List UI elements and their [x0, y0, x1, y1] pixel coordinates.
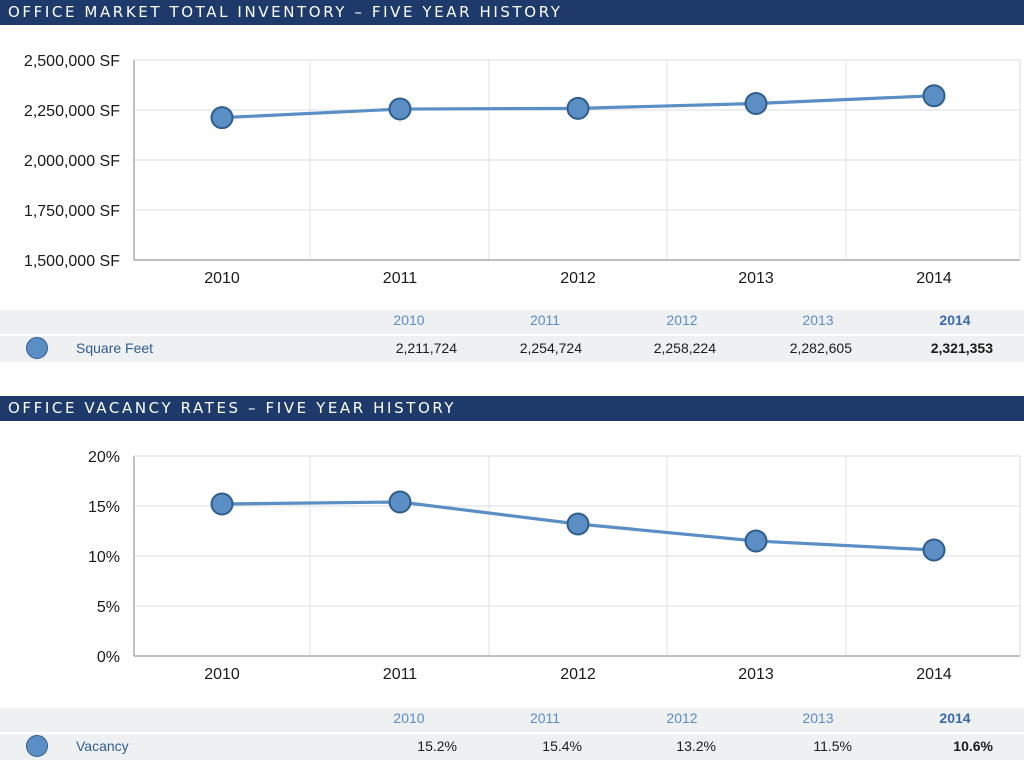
inventory-series-label: Square Feet	[76, 340, 154, 356]
inventory-ytick-label: 1,750,000 SF	[24, 203, 120, 220]
inventory-ytick-label: 2,250,000 SF	[24, 103, 120, 120]
vacancy-point-2014	[922, 538, 946, 562]
inventory-xtick-label: 2012	[560, 270, 596, 287]
vacancy-chart-svg: 20% 15% 10% 5% 0% 2010 2011 2012 2013 2014	[88, 449, 1021, 683]
vacancy-table-year-2012: 2012	[666, 710, 698, 726]
inventory-series-marker-icon	[26, 337, 48, 359]
inventory-ytick-label: 2,000,000 SF	[24, 153, 120, 170]
inventory-xtick-label: 2011	[383, 270, 418, 287]
vacancy-xtick-label: 2010	[204, 666, 240, 683]
inventory-data-table: 2010 2011 2012 2013 2014 Square Feet 2,211,7…	[0, 310, 1024, 362]
vacancy-ytick-label: 0%	[97, 649, 120, 666]
vacancy-table-value-2010: 15.2%	[417, 738, 457, 754]
vacancy-ytick-label: 5%	[97, 599, 120, 616]
inventory-table-year-2012: 2012	[666, 312, 698, 328]
vacancy-xtick-label: 2013	[738, 666, 774, 683]
inventory-banner: OFFICE MARKET TOTAL INVENTORY – FIVE YEA…	[0, 0, 1024, 25]
vacancy-table-header: 2010 2011 2012 2013 2014	[0, 708, 1024, 732]
inventory-ytick-label: 2,500,000 SF	[24, 53, 120, 70]
vacancy-point-2012	[566, 512, 590, 536]
vacancy-point-2011	[388, 490, 412, 514]
inventory-point-2012	[566, 96, 590, 120]
inventory-table-row: Square Feet 2,211,724 2,254,724 2,258,224 2…	[0, 336, 1024, 362]
inventory-chart: 2,500,000 SF 2,250,000 SF 2,000,000 SF 1,75…	[0, 25, 1024, 305]
inventory-point-2011	[388, 97, 412, 121]
vacancy-ytick-label: 15%	[88, 499, 120, 516]
inventory-table-year-2011: 2011	[529, 312, 561, 328]
vacancy-table-value-2011: 15.4%	[542, 738, 582, 754]
vacancy-banner: OFFICE VACANCY RATES – FIVE YEAR HISTORY	[0, 396, 1024, 421]
vacancy-table-value-2012: 13.2%	[676, 738, 716, 754]
inventory-xtick-label: 2014	[916, 270, 952, 287]
inventory-table-year-2010: 2010	[393, 312, 425, 328]
vacancy-table-year-2013: 2013	[802, 710, 834, 726]
vacancy-series-label: Vacancy	[76, 738, 129, 754]
inventory-xtick-label: 2013	[738, 270, 774, 287]
inventory-table-value-2014: 2,321,353	[930, 340, 993, 356]
vacancy-point-2013	[744, 529, 768, 553]
vacancy-table-value-2013: 11.5%	[813, 738, 852, 754]
vacancy-series-marker-icon	[26, 735, 48, 757]
inventory-point-2010	[210, 106, 234, 130]
vacancy-ytick-label: 10%	[88, 549, 120, 566]
inventory-table-value-2013: 2,282,605	[789, 340, 852, 356]
inventory-point-2013	[744, 91, 768, 115]
vacancy-table-year-2010: 2010	[393, 710, 425, 726]
inventory-ytick-label: 1,500,000 SF	[24, 253, 120, 270]
inventory-table-year-2013: 2013	[802, 312, 834, 328]
vacancy-table-year-2014: 2014	[939, 710, 971, 726]
vacancy-point-2010	[210, 492, 234, 516]
inventory-point-2014	[922, 84, 946, 108]
inventory-chart-svg: 2,500,000 SF 2,250,000 SF 2,000,000 SF 1,75…	[24, 53, 1021, 287]
vacancy-chart: 20% 15% 10% 5% 0% 2010 2011 2012 2013 2014	[0, 421, 1024, 701]
inventory-table-value-2012: 2,258,224	[653, 340, 716, 356]
inventory-table-value-2011: 2,254,724	[519, 340, 582, 356]
inventory-xtick-label: 2010	[204, 270, 240, 287]
vacancy-xtick-label: 2012	[560, 666, 596, 683]
vacancy-ytick-label: 20%	[88, 449, 120, 466]
vacancy-table-year-2011: 2011	[529, 710, 561, 726]
vacancy-data-table: 2010 2011 2012 2013 2014 Vacancy 15.2% 15.4% 1…	[0, 708, 1024, 760]
inventory-table-header: 2010 2011 2012 2013 2014	[0, 310, 1024, 334]
vacancy-xtick-label: 2011	[383, 666, 418, 683]
vacancy-xtick-label: 2014	[916, 666, 952, 683]
vacancy-table-value-2014: 10.6%	[953, 738, 993, 754]
inventory-table-year-2014: 2014	[939, 312, 971, 328]
vacancy-table-row: Vacancy 15.2% 15.4% 13.2% 11.5% 10.6%	[0, 734, 1024, 760]
inventory-table-value-2010: 2,211,724	[395, 340, 457, 356]
